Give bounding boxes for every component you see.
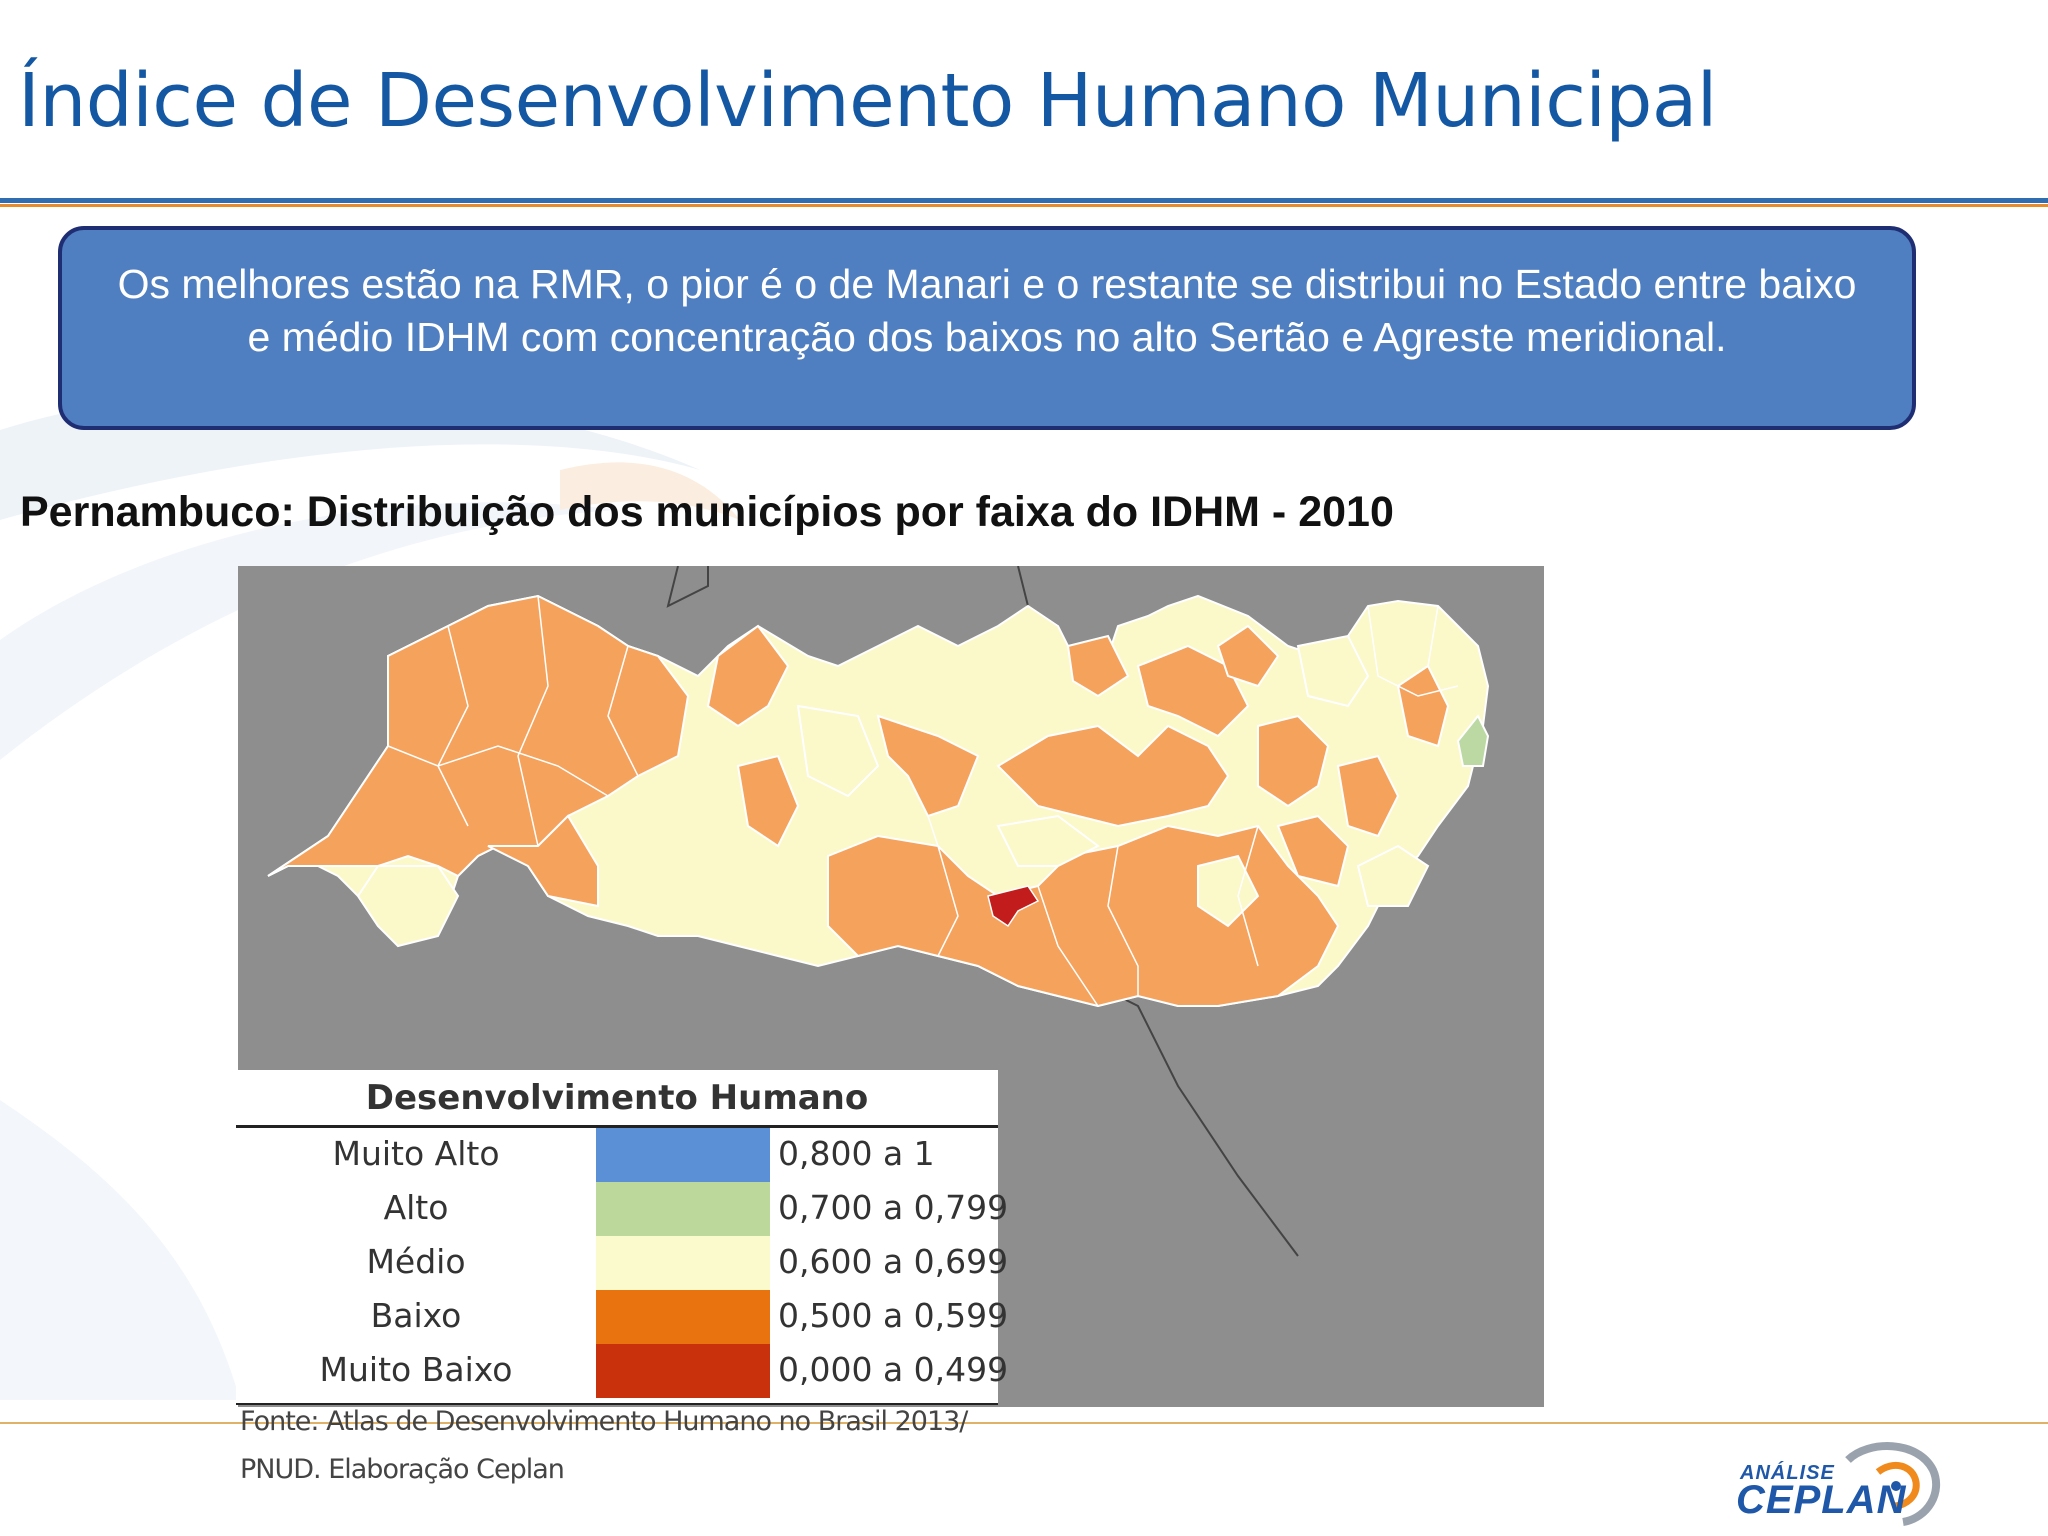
legend-row-medio: Médio 0,600 a 0,699 xyxy=(236,1236,1008,1290)
map-subtitle: Pernambuco: Distribuição dos municípios … xyxy=(20,488,1394,536)
legend-range: 0,800 a 1 xyxy=(778,1134,935,1173)
summary-callout: Os melhores estão na RMR, o pior é o de … xyxy=(58,226,1916,430)
logo-wordmark: CEPLAN xyxy=(1736,1478,1907,1522)
source-line-2: PNUD. Elaboração Ceplan xyxy=(240,1454,565,1485)
medio-municipalities xyxy=(356,634,1430,948)
legend-row-muito-baixo: Muito Baixo 0,000 a 0,499 xyxy=(236,1344,1008,1398)
manari-municipality xyxy=(987,885,1040,928)
legend-row-baixo: Baixo 0,500 a 0,599 xyxy=(236,1290,1008,1344)
legend-swatch xyxy=(596,1128,770,1182)
legend-divider xyxy=(236,1125,998,1128)
state-border-line xyxy=(666,566,709,608)
legend-range: 0,600 a 0,699 xyxy=(778,1242,1009,1281)
ceplan-logo-icon xyxy=(1845,1442,1941,1526)
alto-municipality xyxy=(1456,714,1490,767)
logo-tagline: ANÁLISE xyxy=(1740,1462,1835,1484)
legend-range: 0,500 a 0,599 xyxy=(778,1296,1009,1335)
callout-text: Os melhores estão na RMR, o pior é o de … xyxy=(117,261,1857,360)
map-legend: Desenvolvimento Humano Muito Alto 0,800 … xyxy=(236,1070,1008,1405)
municipal-boundaries xyxy=(387,595,1459,1007)
legend-swatch xyxy=(596,1236,770,1290)
legend-range: 0,000 a 0,499 xyxy=(778,1350,1009,1389)
legend-label: Médio xyxy=(366,1242,466,1281)
legend-swatch xyxy=(596,1290,770,1344)
legend-label: Muito Alto xyxy=(332,1134,500,1173)
legend-row-alto: Alto 0,700 a 0,799 xyxy=(236,1182,1008,1236)
legend-label: Baixo xyxy=(370,1296,462,1335)
source-note: Fonte: Atlas de Desenvolvimento Humano n… xyxy=(240,1398,968,1494)
legend-bottom-rule xyxy=(236,1403,998,1405)
legend-swatch xyxy=(596,1182,770,1236)
source-line-1: Fonte: Atlas de Desenvolvimento Humano n… xyxy=(240,1406,968,1437)
page-title: Índice de Desenvolvimento Humano Municip… xyxy=(18,58,1717,144)
legend-title: Desenvolvimento Humano xyxy=(365,1078,869,1118)
legend-label: Alto xyxy=(383,1188,449,1227)
footer-divider xyxy=(0,1422,2048,1424)
legend-label: Muito Baixo xyxy=(319,1350,513,1389)
legend-range: 0,700 a 0,799 xyxy=(778,1188,1009,1227)
legend-row-muito-alto: Muito Alto 0,800 a 1 xyxy=(236,1128,998,1182)
legend-swatch xyxy=(596,1344,770,1398)
title-underline-accent xyxy=(0,204,2048,207)
title-underline xyxy=(0,198,2048,203)
